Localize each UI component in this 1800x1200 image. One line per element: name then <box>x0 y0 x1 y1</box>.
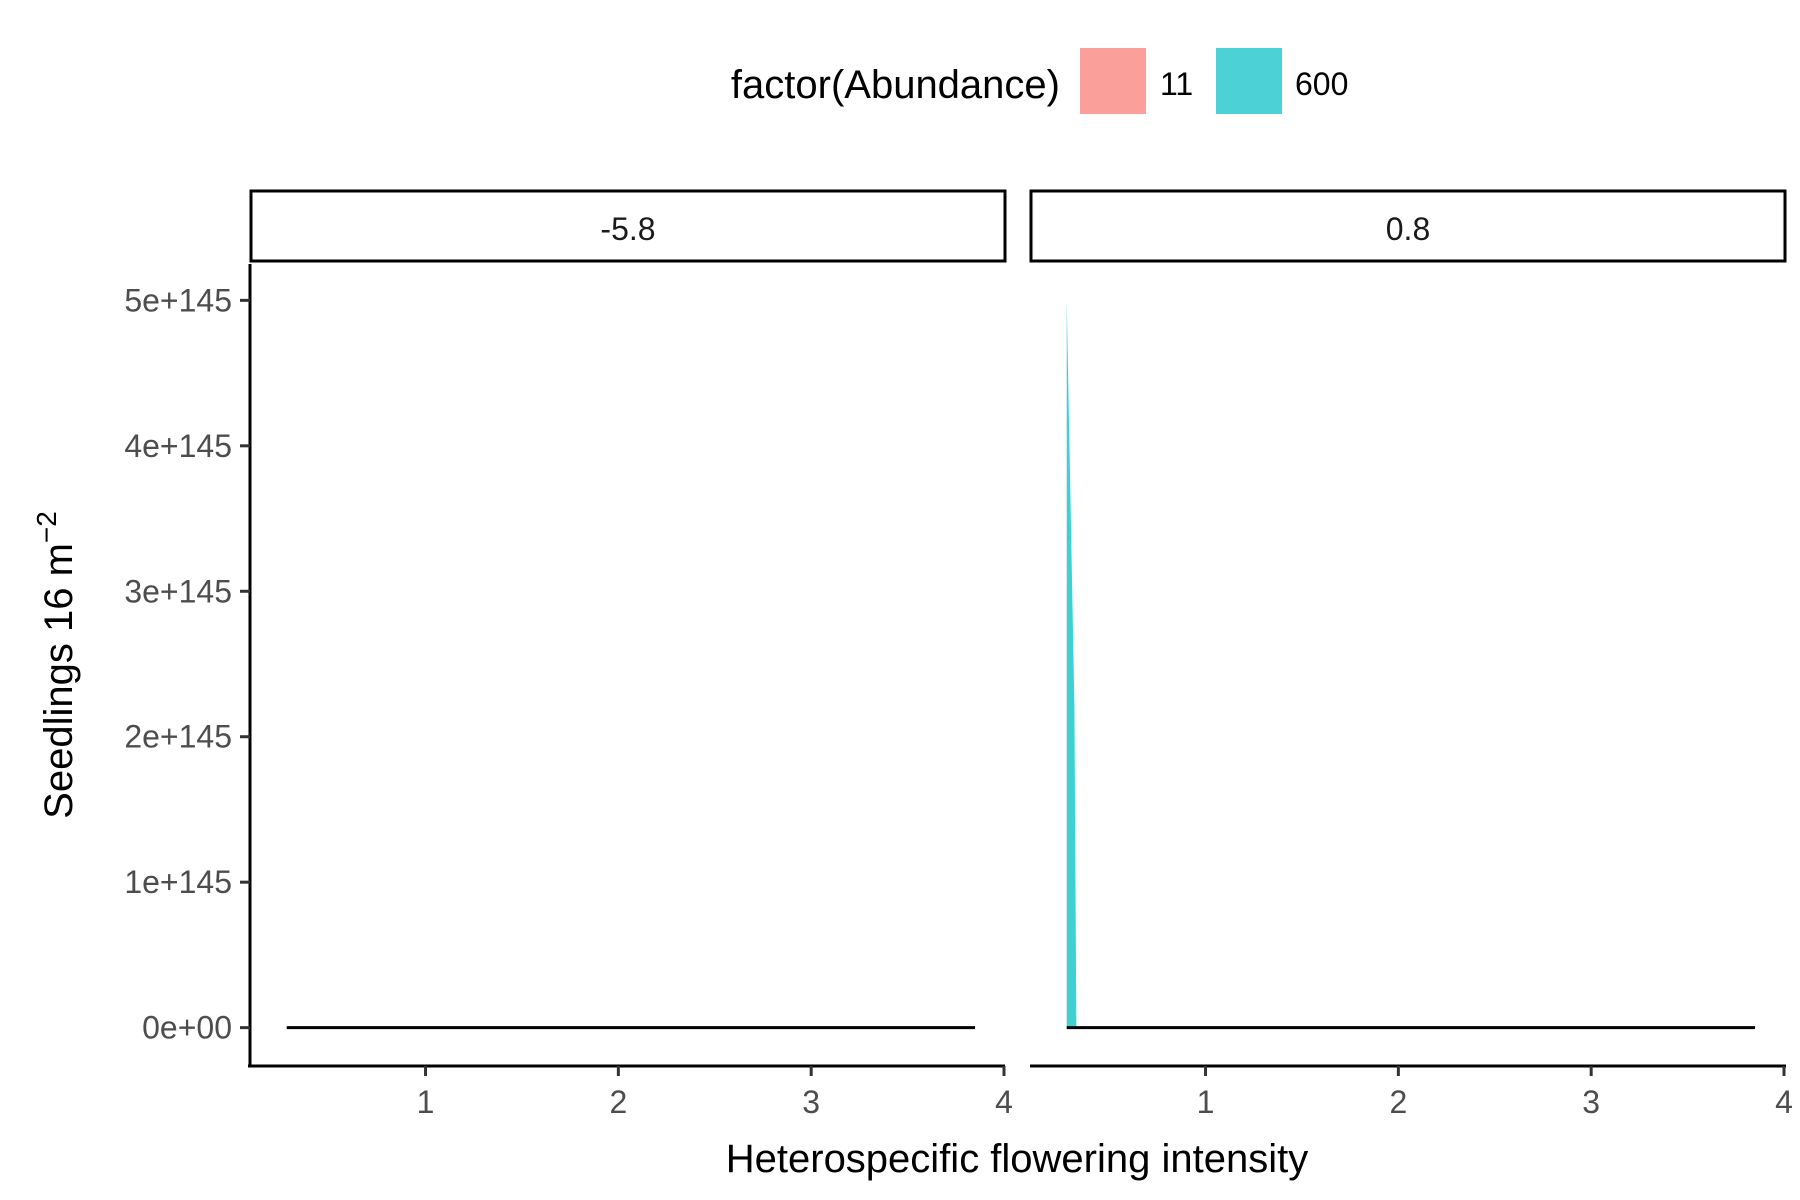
x-axis-ticks: 1 2 3 4 1 2 3 4 <box>417 1066 1793 1120</box>
y-axis-title: Seedlings 16 m−2 <box>31 511 81 819</box>
x-tick-label: 2 <box>609 1084 627 1120</box>
x-axis-title: Heterospecific flowering intensity <box>726 1137 1308 1181</box>
x-tick-label: 3 <box>802 1084 820 1120</box>
legend-title: factor(Abundance) <box>731 63 1060 107</box>
legend-key-11 <box>1080 48 1146 114</box>
y-axis-title-main: Seedlings 16 m <box>37 543 81 819</box>
y-tick-label: 5e+145 <box>124 282 232 318</box>
x-tick-label: 3 <box>1582 1084 1600 1120</box>
facet-strip-2: 0.8 <box>1029 189 1787 263</box>
y-tick-label: 2e+145 <box>124 719 232 755</box>
strip-label-2: 0.8 <box>1386 211 1430 247</box>
strip-box-1 <box>249 189 1007 263</box>
y-tick-label: 0e+00 <box>142 1010 232 1046</box>
plot-marks <box>286 300 1756 1030</box>
facet-strip-1: -5.8 <box>249 189 1007 263</box>
y-tick-label: 3e+145 <box>124 573 232 609</box>
y-axis-ticks: 0e+00 1e+145 2e+145 3e+145 4e+145 5e+145 <box>124 282 250 1046</box>
legend-label-600: 600 <box>1295 66 1348 102</box>
x-tick-label: 4 <box>1775 1084 1793 1120</box>
y-tick-label: 4e+145 <box>124 428 232 464</box>
x-tick-label: 1 <box>417 1084 435 1120</box>
legend-label-11: 11 <box>1160 66 1193 102</box>
strip-label-1: -5.8 <box>600 211 655 247</box>
x-tick-label: 1 <box>1197 1084 1215 1120</box>
legend: factor(Abundance) 11 600 <box>731 48 1348 114</box>
x-tick-label: 4 <box>995 1084 1013 1120</box>
y-tick-label: 1e+145 <box>124 864 232 900</box>
y-axis-title-superscript: −2 <box>31 511 62 543</box>
x-tick-label: 2 <box>1389 1084 1407 1120</box>
strip-box-2 <box>1029 189 1787 263</box>
legend-key-600 <box>1216 48 1282 114</box>
area-series-600 <box>1066 300 1077 1028</box>
